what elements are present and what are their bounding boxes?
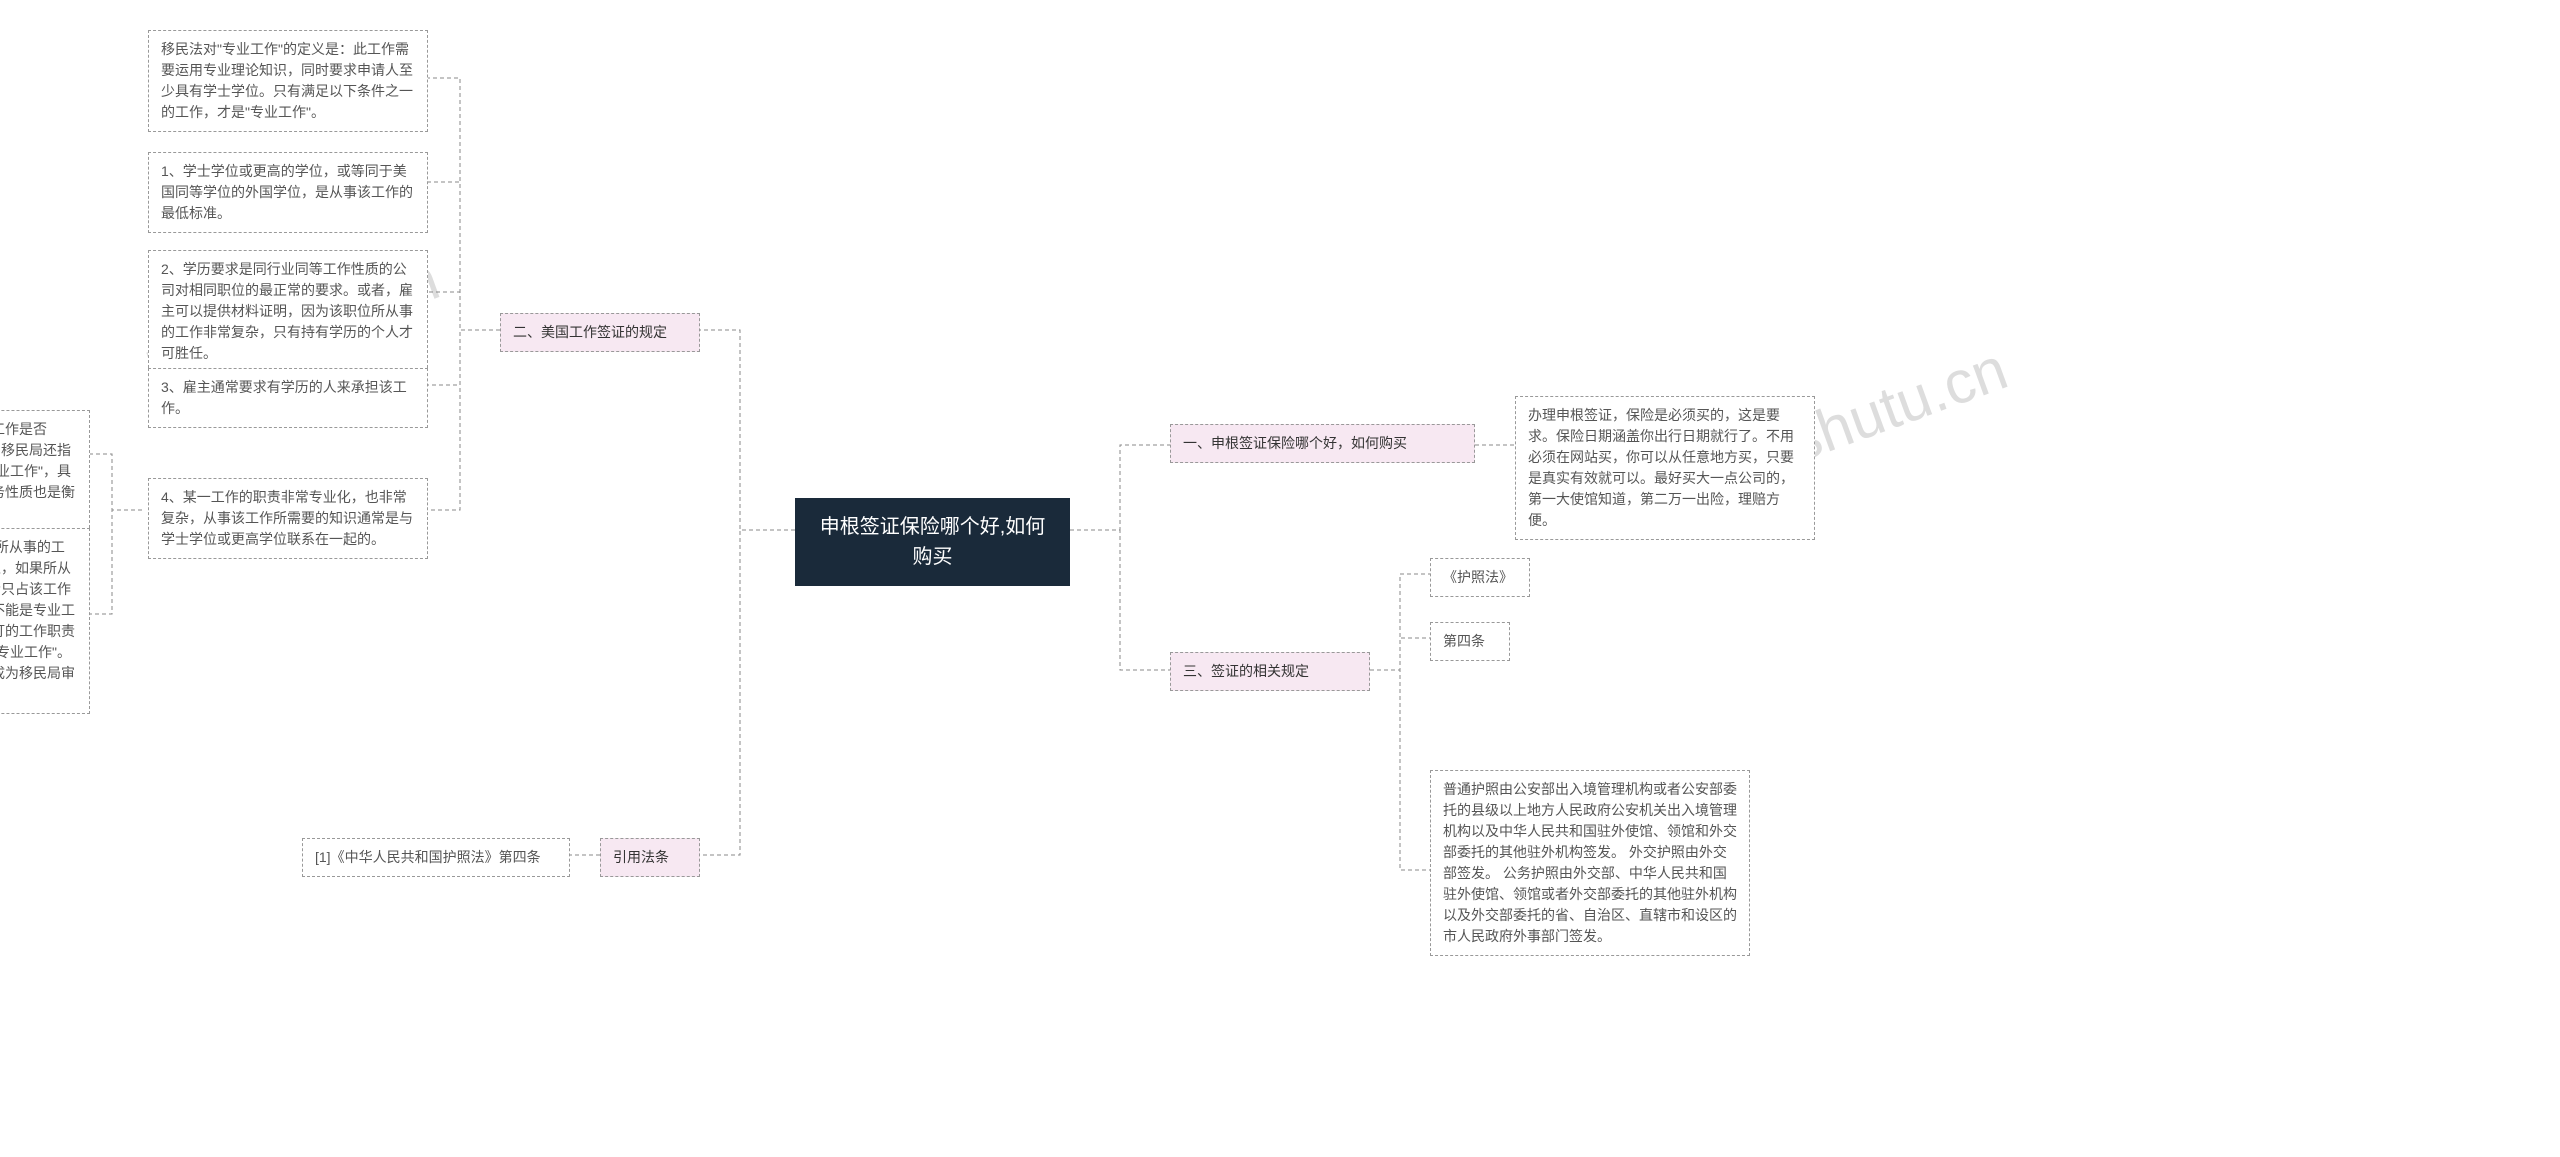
leaf-us-visa-4: 3、雇主通常要求有学历的人来承担该工作。: [148, 368, 428, 428]
root-node: 申根签证保险哪个好,如何购买: [795, 498, 1070, 586]
branch-visa-regulations: 三、签证的相关规定: [1170, 652, 1370, 691]
leaf-us-visa-5: 4、某一工作的职责非常专业化，也非常复杂，从事该工作所需要的知识通常是与学士学位…: [148, 478, 428, 559]
branch-schengen-insurance: 一、申根签证保险哪个好，如何购买: [1170, 424, 1475, 463]
leaf-us-visa-3: 2、学历要求是同行业同等工作性质的公司对相同职位的最正常的要求。或者，雇主可以提…: [148, 250, 428, 373]
leaf-passport-law: 《护照法》: [1430, 558, 1530, 597]
leaf-schengen-insurance-detail: 办理申根签证，保险是必须买的，这是要求。保险日期涵盖你出行日期就行了。不用必须在…: [1515, 396, 1815, 540]
leaf-passport-detail: 普通护照由公安部出入境管理机构或者公安部委托的县级以上地方人民政府公安机关出入境…: [1430, 770, 1750, 956]
leaf-us-visa-2: 1、学士学位或更高的学位，或等同于美国同等学位的外国学位，是从事该工作的最低标准…: [148, 152, 428, 233]
branch-us-work-visa: 二、美国工作签证的规定: [500, 313, 700, 352]
leaf-us-visa-1: 移民法对"专业工作"的定义是：此工作需要运用专业理论知识，同时要求申请人至少具有…: [148, 30, 428, 132]
leaf-us-visa-5a: 上述条件是移民局判断某一工作是否为"专业工作"的标准。此外，移民局还指出，判定一…: [0, 410, 90, 533]
branch-cited-law: 引用法条: [600, 838, 700, 877]
leaf-cited-law-1: [1]《中华人民共和国护照法》第四条: [302, 838, 570, 877]
leaf-article-four: 第四条: [1430, 622, 1510, 661]
leaf-us-visa-5b: H-1B受益人有学历并不表明所从事的工作就一定是"专业工作"，而且，如果所从事符…: [0, 528, 90, 714]
